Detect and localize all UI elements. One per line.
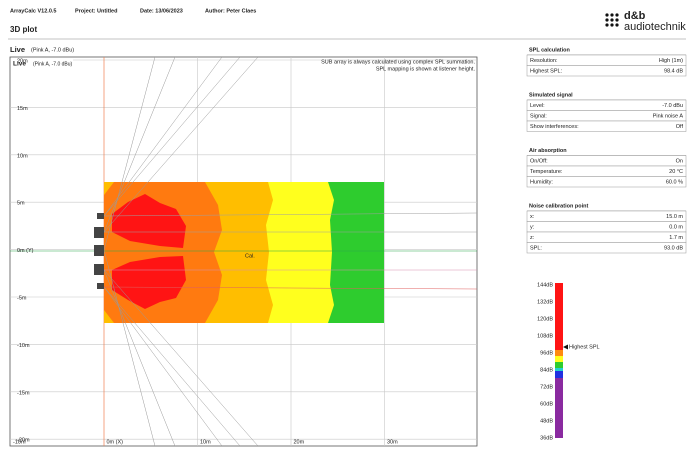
inner-subtitle: (Pink A, -7.0 dBu): [33, 61, 73, 67]
scale-marker: Highest SPL: [569, 344, 600, 350]
x-axis-label: -10m: [13, 439, 26, 445]
coverage-lines: [10, 56, 478, 447]
row-value: 60.0 %: [666, 179, 683, 185]
author: Author: Peter Claes: [205, 8, 256, 14]
row-label: Level:: [530, 103, 545, 109]
speakers: [94, 213, 104, 289]
row-label: Show interferences:: [530, 124, 579, 130]
row-value: 93.0 dB: [664, 245, 683, 251]
scale-labels: 144dB 132dB 120dB 108dB 96dB 84dB 72dB 60dB 48dB…: [537, 282, 553, 441]
row-label: Highest SPL:: [530, 68, 563, 74]
row-value: 1.7 m: [669, 235, 683, 241]
y-axis-label: 10m: [17, 153, 28, 159]
plot-note: SUB array is always calculated using com…: [321, 59, 475, 65]
row-value: 15.0 m: [666, 214, 683, 220]
date: Date: 13/06/2023: [140, 8, 183, 14]
row-label: On/Off:: [530, 158, 548, 164]
y-axis-label: 15m: [17, 106, 28, 112]
y-axis-label: 5m: [17, 201, 25, 207]
cal-label: Cal.: [245, 253, 255, 259]
spl-zone: [112, 194, 186, 248]
row-value: 20 °C: [669, 169, 683, 175]
row-value: Pink noise A: [653, 113, 684, 119]
scale-label: 36dB: [540, 435, 553, 441]
row-label: Temperature:: [530, 169, 563, 175]
scale-label: 132dB: [537, 299, 553, 305]
x-axis-label: 30m: [387, 439, 398, 445]
y-axis-label: 20m: [17, 58, 28, 64]
panel-title: SPL calculation: [529, 47, 570, 53]
panel-row: [526, 120, 687, 132]
x-axis-label: 10m: [200, 439, 211, 445]
inner-title: Live: [13, 61, 26, 68]
logo-text: audiotechnik: [624, 21, 686, 33]
scale-label: 96dB: [540, 350, 553, 356]
plot-note: SPL mapping is shown at listener height.: [376, 66, 476, 72]
plot-title: Live: [10, 45, 25, 54]
scale-label: 60dB: [540, 401, 553, 407]
row-label: Signal:: [530, 113, 547, 119]
panel-row: [526, 65, 687, 77]
scale-label: 48dB: [540, 418, 553, 424]
panel-title: Air absorption: [529, 148, 567, 154]
speaker: [94, 227, 104, 238]
panel-row: [526, 155, 687, 167]
speaker: [97, 283, 104, 289]
panel-row: [526, 210, 687, 222]
scale-label: 144dB: [537, 282, 553, 288]
y-axis-label: -10m: [17, 343, 30, 349]
project: Project: Untitled: [75, 8, 117, 14]
y-axis-label: -5m: [17, 295, 27, 301]
page-title: 3D plot: [10, 25, 37, 34]
row-label: Humidity:: [530, 179, 553, 185]
row-value: 98.4 dB: [664, 68, 683, 74]
speaker: [94, 264, 104, 275]
spl-zone: [104, 182, 222, 323]
x-axis-label: 20m: [294, 439, 305, 445]
row-label: x:: [530, 214, 535, 220]
logo-icon: [605, 13, 619, 27]
row-label: z:: [530, 235, 535, 241]
logo-text: d&b: [624, 10, 646, 22]
row-label: Resolution:: [530, 58, 558, 64]
scale-label: 108dB: [537, 333, 553, 339]
label-bg: [11, 59, 73, 70]
app-name: ArrayCalc V12.0.5: [10, 8, 56, 14]
panel-row: [526, 242, 687, 254]
row-label: y:: [530, 224, 535, 230]
panel-row: [526, 221, 687, 233]
x-axis-label: 0m (X): [107, 439, 124, 445]
y-axis-label: -15m: [17, 390, 30, 396]
marker-arrow: [563, 344, 568, 350]
y-axis-label: -20m: [17, 438, 30, 444]
speaker: [94, 245, 104, 256]
color-scale: [555, 283, 568, 438]
panel-title: Simulated signal: [529, 92, 573, 98]
row-value: -7.0 dBu: [662, 103, 683, 109]
panel-row: [526, 176, 687, 188]
info-panels: SPL calculation Resolution: High (1m) Highe…: [526, 47, 687, 254]
row-value: High (1m): [659, 58, 683, 64]
row-value: 0.0 m: [669, 224, 683, 230]
scale-label: 72dB: [540, 384, 553, 390]
scale-label: 84dB: [540, 367, 553, 373]
row-value: Off: [676, 124, 684, 130]
scale-label: 120dB: [537, 316, 553, 322]
row-value: On: [676, 158, 683, 164]
speaker: [97, 213, 104, 219]
y-axis-label: 0m (Y): [17, 248, 34, 254]
spl-zone: [112, 256, 186, 309]
spl-map: [104, 182, 384, 323]
panel-row: [526, 231, 687, 243]
plot-subtitle: (Pink A, -7.0 dBu): [31, 47, 74, 53]
panel-title: Noise calibration point: [529, 203, 588, 209]
row-label: SPL:: [530, 245, 542, 251]
